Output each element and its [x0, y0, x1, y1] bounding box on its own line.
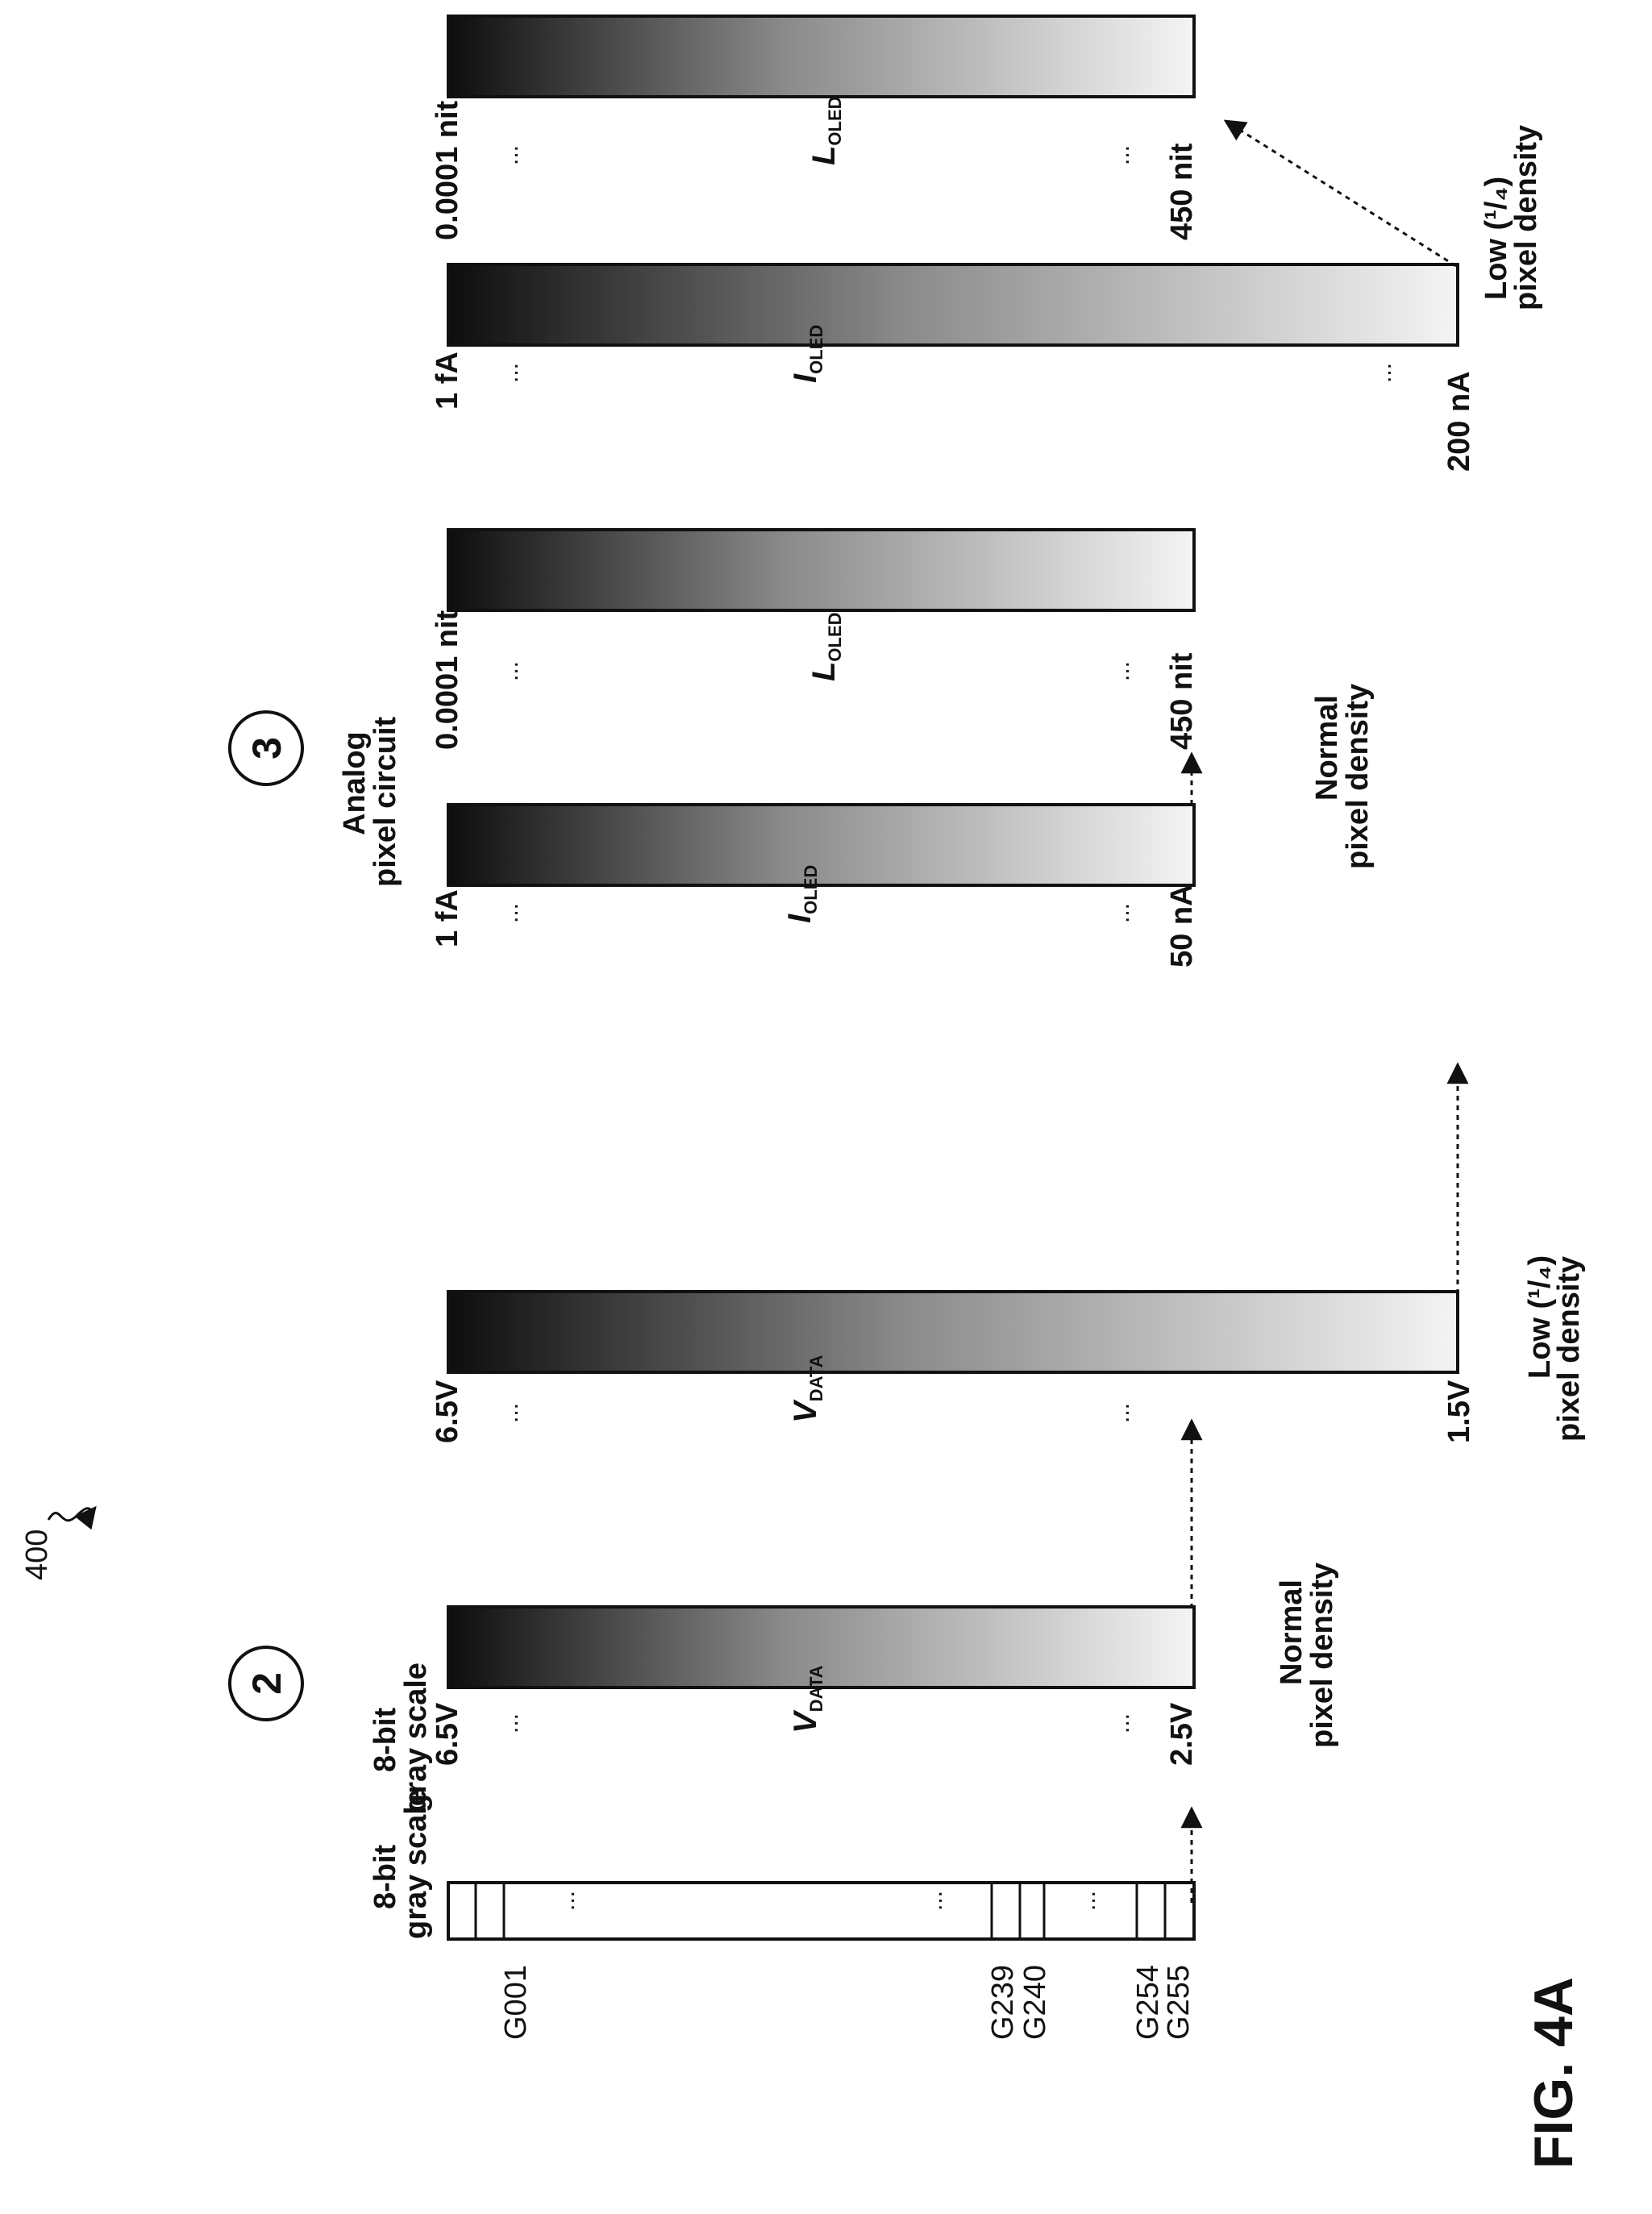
- lold-normal-top: 0.0001 nit: [431, 610, 464, 750]
- lold-low-bar: [447, 15, 1196, 98]
- vdata-normal-bar: [447, 1605, 1196, 1689]
- vdata-low-density-1: Low (¹/₄): [1523, 1255, 1557, 1379]
- stage3-low-density-1: Low (¹/₄): [1479, 177, 1513, 300]
- ellipsis: ...: [1108, 1403, 1134, 1423]
- stage3-title-1: Analog: [338, 731, 372, 835]
- ellipsis: ...: [497, 145, 523, 165]
- ref-leader-arrow: [47, 1505, 97, 1530]
- vdata-normal-top: 6.5V: [431, 1702, 464, 1766]
- vdata-normal-symbol: VDATA: [788, 1665, 826, 1733]
- stage3-marker: [228, 710, 304, 786]
- ellipsis: ...: [497, 363, 523, 383]
- lold-low-top: 0.0001 nit: [431, 100, 464, 240]
- gray-ellipsis: ...: [1074, 1891, 1101, 1911]
- stage3-normal-density-2: pixel density: [1341, 684, 1375, 869]
- lold-normal-bottom: 450 nit: [1165, 652, 1199, 750]
- ellipsis: ...: [1108, 145, 1134, 165]
- stage3-low-panel: 1 fA ... IOLED ... 200 nA 0.0001 nit ...…: [431, 15, 1543, 472]
- vdata-normal-bottom: 2.5V: [1165, 1702, 1199, 1766]
- stage2-panel: 2 8-bit gray scale 6.5V ... VDATA ... 2.…: [228, 1062, 1586, 1812]
- iold-low-symbol: IOLED: [788, 325, 826, 383]
- gray-level-label: G255: [1162, 1965, 1196, 2040]
- figure-ref-number: 400: [20, 1529, 54, 1580]
- stage3-normal-density-1: Normal: [1310, 695, 1344, 801]
- gray-scale-title-2: gray scale: [399, 1789, 433, 1939]
- iold-normal-symbol: IOLED: [782, 865, 821, 923]
- figure-ref: 400: [20, 1505, 97, 1580]
- iold-normal-bottom: 50 nA: [1165, 884, 1199, 968]
- iold-normal-bar: [447, 803, 1196, 887]
- iold-low-bottom: 200 nA: [1442, 371, 1476, 472]
- gray-scale-title-1: 8-bit: [368, 1844, 402, 1909]
- ellipsis: ...: [1370, 363, 1396, 383]
- vdata-low-symbol: VDATA: [788, 1355, 826, 1423]
- iold-to-lold-low-arrow: [1223, 119, 1457, 268]
- gray-level-label: G239: [986, 1965, 1020, 2040]
- lold-low-bottom: 450 nit: [1165, 143, 1199, 240]
- gray-level-label: G001: [499, 1965, 533, 2040]
- stage3-marker-number: 3: [244, 737, 289, 760]
- gray-level-label: G254: [1131, 1965, 1165, 2040]
- lold-low-symbol: LOLED: [806, 96, 845, 165]
- ellipsis: ...: [497, 661, 523, 681]
- stage2-marker: [228, 1646, 304, 1721]
- ellipsis: ...: [497, 903, 523, 923]
- gray-level-label: G240: [1018, 1965, 1052, 2040]
- lold-normal-bar: [447, 528, 1196, 612]
- vdata-low-density-2: pixel density: [1552, 1256, 1586, 1442]
- ellipsis: ...: [1108, 661, 1134, 681]
- gray-ellipsis: ...: [553, 1891, 580, 1911]
- vdata-low-bar: [447, 1290, 1459, 1374]
- stage3-normal-panel: 3 Analog pixel circuit 1 fA ... IOLED ..…: [228, 528, 1375, 968]
- stage3-low-density-2: pixel density: [1509, 125, 1543, 310]
- vdata-low-bottom: 1.5V: [1442, 1380, 1476, 1443]
- ellipsis: ...: [1108, 903, 1134, 923]
- ellipsis: ...: [497, 1403, 523, 1423]
- gray-scale-panel: 8-bit gray scale ... ... ... G001 G239 G…: [368, 1789, 1203, 2040]
- vdata-low-top: 6.5V: [431, 1380, 464, 1443]
- stage2-title-1: 8-bit: [368, 1707, 402, 1772]
- iold-normal-top: 1 fA: [431, 889, 464, 947]
- iold-low-top: 1 fA: [431, 352, 464, 410]
- iold-low-bar: [447, 263, 1459, 347]
- stage2-title-2: gray scale: [399, 1663, 433, 1812]
- gray-scale-bar: [447, 1881, 1196, 1941]
- ellipsis: ...: [497, 1713, 523, 1733]
- vdata-normal-density-1: Normal: [1275, 1579, 1309, 1685]
- figure-caption: FIG. 4A: [1523, 1977, 1584, 2169]
- stage2-marker-number: 2: [244, 1672, 289, 1695]
- gray-ellipsis: ...: [921, 1891, 947, 1911]
- stage3-title-2: pixel circuit: [368, 716, 402, 887]
- vdata-normal-density-2: pixel density: [1305, 1563, 1339, 1748]
- lold-normal-symbol: LOLED: [806, 612, 845, 681]
- ellipsis: ...: [1108, 1713, 1134, 1733]
